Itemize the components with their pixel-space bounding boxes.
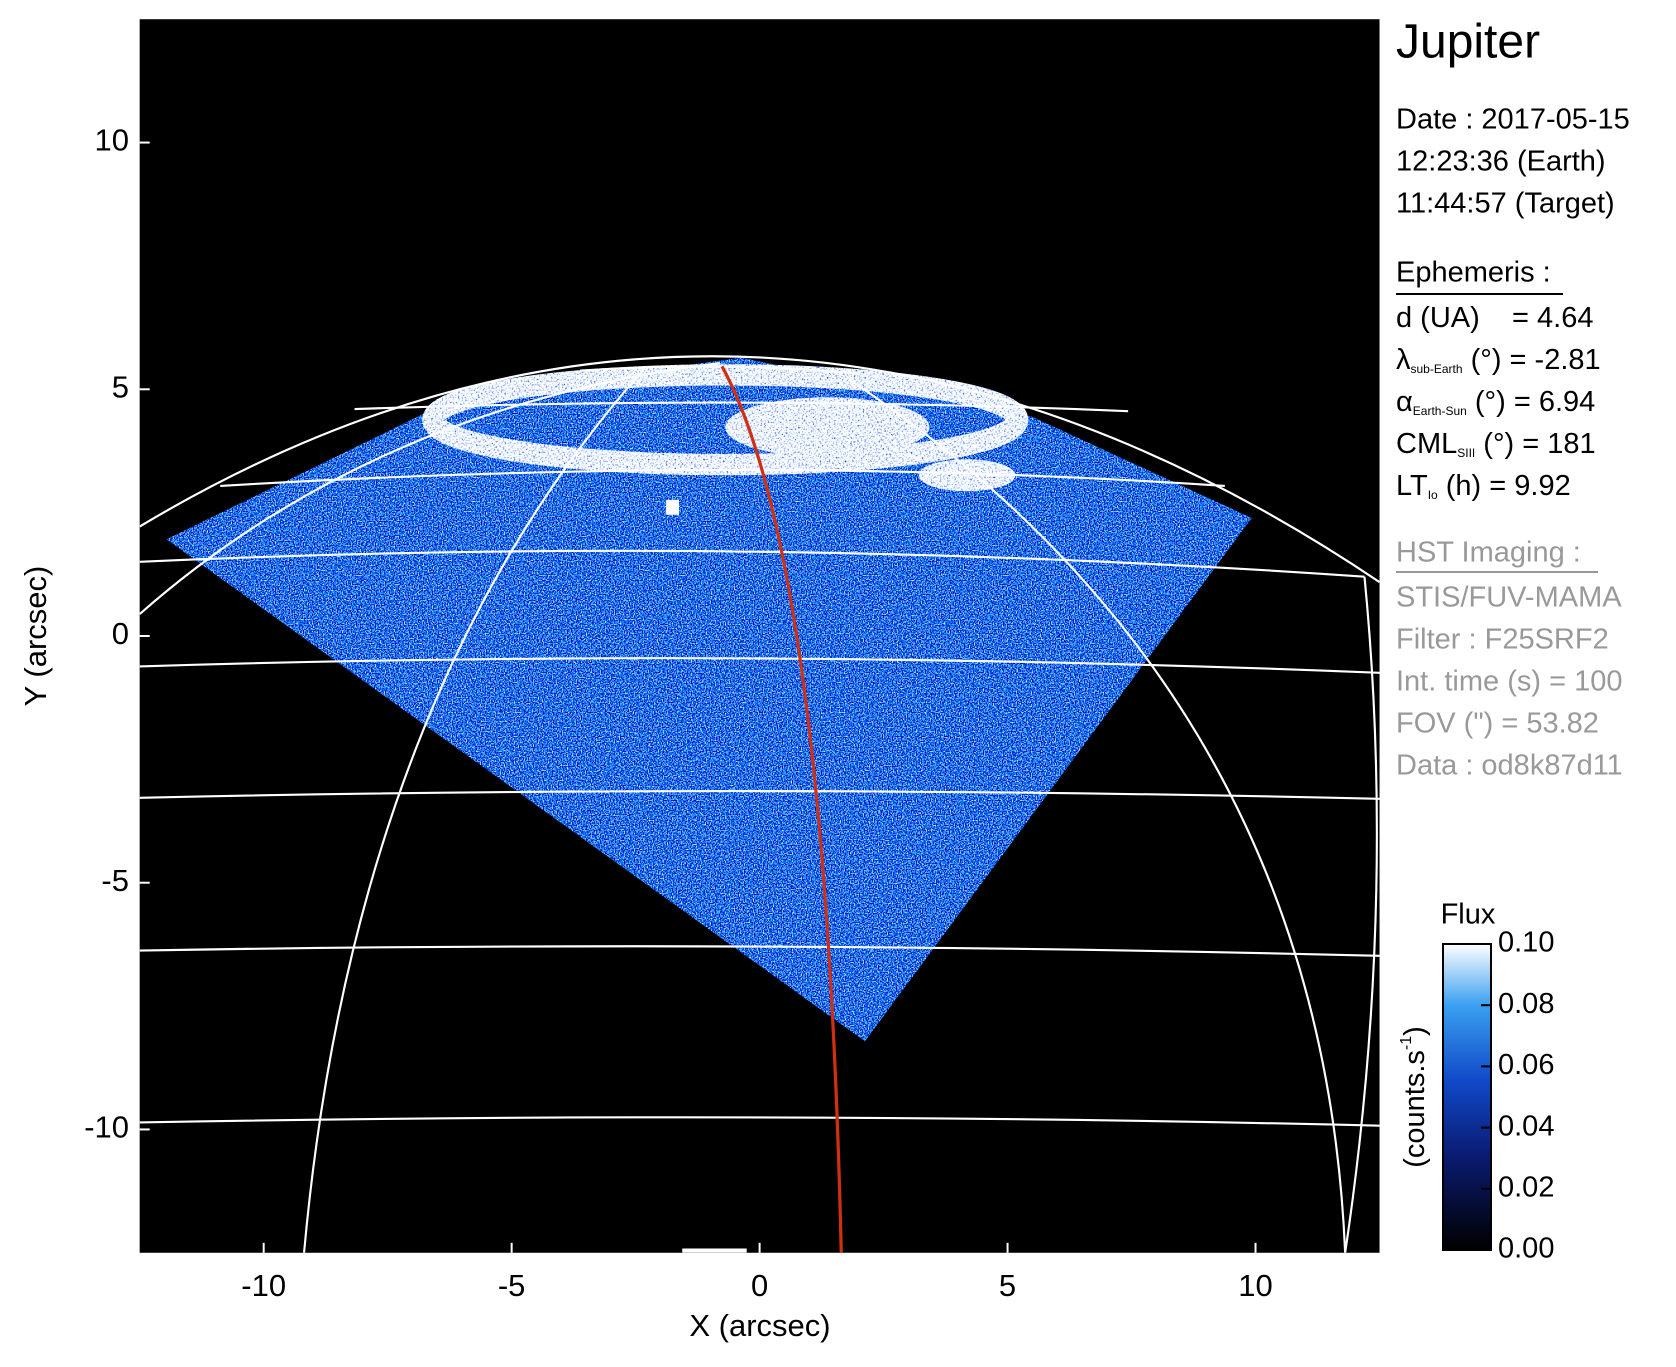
aurora-patch	[725, 397, 930, 458]
date-line: 11:44:57 (Target)	[1396, 188, 1615, 220]
imaging-title: HST Imaging :	[1396, 537, 1581, 569]
x-tick-label: 10	[1238, 1268, 1272, 1303]
imaging-line: Filter : F25SRF2	[1396, 624, 1609, 656]
x-tick-label: 0	[751, 1268, 768, 1303]
colorbar-tick-label: 0.08	[1498, 988, 1554, 1020]
footprint	[666, 499, 680, 515]
colorbar-tick-label: 0.10	[1498, 927, 1554, 959]
date-line: 12:23:36 (Earth)	[1396, 146, 1606, 178]
y-tick-label: 5	[112, 369, 129, 404]
x-axis-label: X (arcsec)	[689, 1308, 830, 1343]
ephemeris-title: Ephemeris :	[1396, 257, 1551, 289]
ephemeris-entry: d (UA) = 4.64	[1396, 302, 1593, 334]
ephemeris-subscript: sub-Earth	[1411, 362, 1463, 376]
ephemeris-subscript: Earth-Sun	[1413, 404, 1467, 418]
planet-grid	[139, 355, 1380, 1253]
ephemeris-symbol: α	[1396, 386, 1413, 418]
central-meridian	[720, 365, 843, 1253]
colorbar	[1442, 943, 1492, 1251]
date-line: Date : 2017-05-15	[1396, 104, 1630, 136]
ephemeris-value: (°) = -2.81	[1463, 344, 1601, 376]
y-axis-label: Y (arcsec)	[18, 566, 53, 707]
imaging-line: STIS/FUV-MAMA	[1396, 582, 1622, 614]
y-tick-label: 0	[112, 616, 129, 651]
ephemeris-entry: λsub-Earth (°) = -2.81	[1396, 344, 1601, 377]
colorbar-units: (counts.s-1)	[1398, 1026, 1430, 1168]
imaging-line: Data : od8k87d11	[1396, 750, 1623, 782]
x-tick-label: 5	[999, 1268, 1016, 1303]
ephemeris-value: (°) = 6.94	[1467, 386, 1595, 418]
planet-title: Jupiter	[1396, 16, 1540, 69]
detector-field	[166, 357, 1252, 1042]
ephemeris-subscript: SIII	[1457, 446, 1475, 460]
colorbar-tick-label: 0.00	[1498, 1233, 1554, 1265]
image-layer	[139, 19, 1380, 1253]
x-tick-label: -10	[241, 1268, 286, 1303]
ephemeris-symbol: d (UA) = 4.64	[1396, 302, 1593, 334]
x-tick-label: -5	[498, 1268, 526, 1303]
ephemeris-value: (h) = 9.92	[1438, 470, 1571, 502]
imaging-line: FOV (") = 53.82	[1396, 708, 1599, 740]
aurora-arc	[918, 459, 1016, 492]
ephemeris-symbol: CML	[1396, 428, 1457, 460]
ephemeris-symbol: λ	[1396, 344, 1411, 376]
y-tick-label: -5	[101, 863, 129, 898]
ephemeris-value: (°) = 181	[1475, 428, 1595, 460]
ephemeris-entry: CMLSIII (°) = 181	[1396, 428, 1596, 461]
ephemeris-subscript: Io	[1428, 488, 1438, 502]
colorbar-tick-label: 0.06	[1498, 1049, 1554, 1081]
y-tick-label: -10	[84, 1110, 129, 1145]
imaging-line: Int. time (s) = 100	[1396, 666, 1622, 698]
ephemeris-entry: LTIo (h) = 9.92	[1396, 470, 1571, 503]
colorbar-title: Flux	[1441, 899, 1496, 931]
colorbar-tick-label: 0.04	[1498, 1110, 1554, 1142]
ephemeris-symbol: LT	[1396, 470, 1428, 502]
y-tick-label: 10	[95, 123, 129, 158]
ephemeris-entry: αEarth-Sun (°) = 6.94	[1396, 386, 1595, 419]
edge-mark	[682, 1248, 747, 1253]
colorbar-tick-label: 0.02	[1498, 1171, 1554, 1203]
